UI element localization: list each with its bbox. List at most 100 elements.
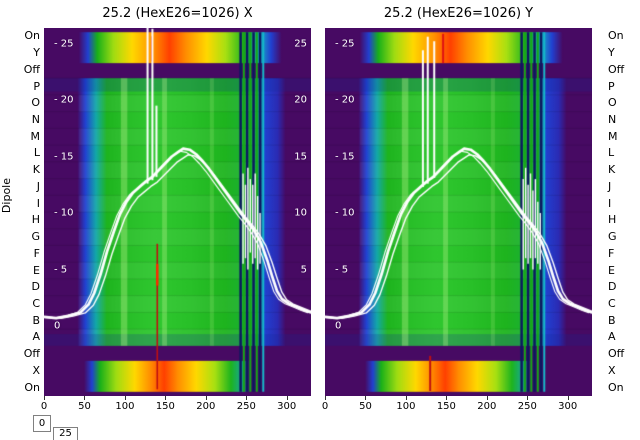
x-tick-label: 200 [477, 401, 497, 412]
dipole-label-left: B [32, 313, 40, 327]
dipole-label-left: K [32, 163, 40, 177]
inner-value-tick-right: 15 [294, 151, 307, 162]
dipole-label-left: I [36, 196, 40, 210]
inner-value-tick-left: - 20 [335, 94, 355, 106]
inner-value-tick-left: - 20 [54, 94, 74, 106]
x-tick-label: 200 [196, 401, 216, 412]
inner-value-tick-right: 20 [294, 94, 307, 106]
x-tick-label: 100 [396, 401, 416, 412]
inner-value-tick-left: - 5 [54, 264, 68, 275]
panel-y-title: 25.2 (HexE26=1026) Y [383, 6, 534, 21]
x-tick-label: 300 [277, 401, 297, 412]
x-tick-mark [124, 396, 126, 400]
dipole-label-left: On [24, 380, 40, 394]
heatmap-canvas-x [44, 28, 311, 396]
dipole-label-right: P [608, 79, 615, 93]
inner-value-tick-right: 10 [294, 207, 307, 219]
dipole-label-left: E [33, 263, 40, 277]
x-tick-mark [567, 396, 569, 400]
inner-value-tick-left: 0 [335, 320, 342, 332]
panel-x: 25.2 (HexE26=1026) X - 25 - 20 - 15 - 10 - 5… [40, 0, 311, 440]
range-max-input[interactable]: 25 [53, 427, 78, 440]
inner-value-tick-left: - 10 [335, 207, 355, 219]
dipole-label-left: H [31, 213, 40, 227]
dipole-label-right: L [608, 146, 615, 160]
x-tick-label: 50 [359, 401, 372, 412]
inner-value-tick-left: - 5 [335, 264, 349, 275]
dipole-label-right: A [608, 330, 616, 344]
dipole-label-left: P [33, 79, 40, 93]
dipole-label-right: Y [608, 46, 615, 60]
dipole-label-right: Off [608, 62, 625, 76]
dipole-label-left: L [33, 146, 40, 160]
dipole-label-left: Off [23, 347, 40, 361]
dipole-label-right: X [608, 363, 616, 377]
dipole-label-right: G [608, 230, 617, 244]
dipole-label-left: X [32, 363, 40, 377]
range-min-input[interactable]: 0 [33, 415, 51, 432]
inner-value-tick-right: 5 [300, 264, 307, 275]
x-tick-mark [486, 396, 488, 400]
dipole-label-right: N [608, 113, 617, 126]
inner-value-tick-left: - 15 [54, 151, 74, 162]
x-tick-label: 50 [78, 401, 91, 412]
x-tick-label: 300 [558, 401, 578, 412]
dipole-label-left: N [31, 113, 40, 126]
x-tick-mark [527, 396, 529, 400]
x-tick-label: 150 [436, 401, 456, 412]
x-tick-mark [44, 396, 45, 400]
dipole-label-left: On [24, 29, 40, 43]
panel-x-title: 25.2 (HexE26=1026) X [102, 6, 253, 21]
inner-value-tick-left: - 15 [335, 151, 355, 162]
dipole-label-right: O [608, 96, 617, 110]
dipole-label-left: D [31, 280, 40, 294]
x-tick-mark [446, 396, 448, 400]
dipole-label-right: On [608, 29, 624, 43]
dipole-label-left: Y [33, 46, 40, 60]
x-tick-mark [365, 396, 367, 400]
inner-value-tick-left: - 10 [54, 207, 74, 219]
inner-value-tick-right: 25 [294, 38, 307, 49]
x-tick-label: 250 [517, 401, 537, 412]
dipole-label-left: O [31, 96, 40, 110]
x-tick-mark [246, 396, 248, 400]
x-tick-label: 0 [321, 401, 329, 412]
dipole-label-left: Off [23, 62, 40, 76]
dipole-label-right: K [608, 163, 616, 177]
dipole-label-left: C [32, 297, 40, 310]
x-tick-label: 100 [115, 401, 135, 412]
dipole-label-left: G [31, 230, 40, 244]
dipole-label-left: M [30, 129, 41, 143]
x-tick-label: 0 [40, 401, 48, 412]
dipole-label-right: H [608, 213, 617, 227]
dipole-label-right: E [608, 263, 615, 277]
x-tick-label: 150 [155, 401, 175, 412]
inner-value-tick-left: 0 [54, 320, 61, 332]
inner-value-tick-left: - 25 [335, 38, 355, 49]
dipole-label-right: F [608, 246, 615, 260]
panel-y: 25.2 (HexE26=1026) Y - 25 - 20 - 15 - 10 - 5… [321, 0, 592, 440]
dipole-label-right: On [608, 380, 624, 394]
x-tick-mark [286, 396, 288, 400]
dipole-axis-right: On Y Off P O N M L K J I H G F E D C B A Off X On [608, 0, 638, 440]
x-tick-mark [405, 396, 407, 400]
dipole-label-right: B [608, 313, 616, 327]
x-tick-mark [325, 396, 326, 400]
dipole-label-right: D [608, 280, 617, 294]
dipole-axis-left: On Y Off P O N M L K J I H G F E D C B A Off X On [6, 0, 40, 440]
dipole-label-right: M [608, 129, 618, 143]
x-tick-mark [205, 396, 207, 400]
inner-value-tick-left: - 25 [54, 38, 74, 49]
dipole-label-left: A [32, 330, 40, 344]
dipole-label-right: C [608, 297, 616, 310]
dipole-label-right: Off [608, 347, 625, 361]
x-tick-mark [165, 396, 167, 400]
dipole-label-left: J [36, 179, 40, 193]
dipole-label-right: J [608, 179, 612, 193]
x-tick-mark [84, 396, 86, 400]
dipole-label-right: I [608, 196, 612, 210]
heatmap-canvas-y [325, 28, 592, 396]
dipole-label-left: F [33, 246, 40, 260]
x-tick-label: 250 [236, 401, 256, 412]
